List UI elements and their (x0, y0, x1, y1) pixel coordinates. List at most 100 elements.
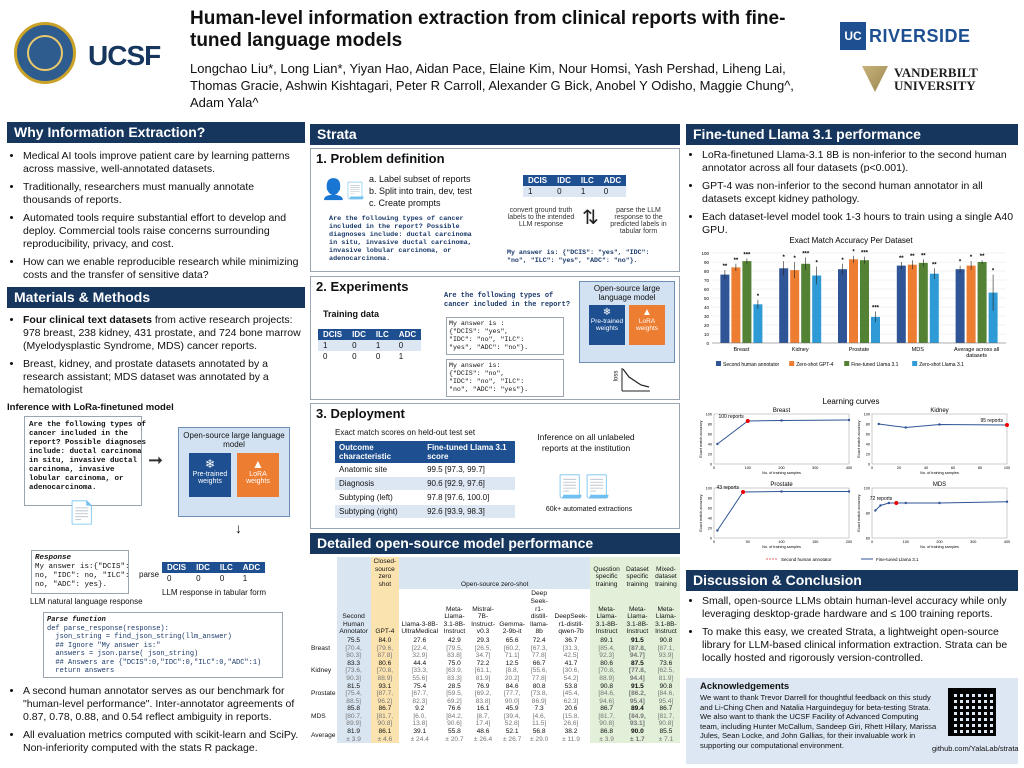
table-cell: 80.6 [70.8, 88.9] (370, 659, 400, 683)
y-tick-label: 80 (866, 512, 870, 516)
table-cell: 81.9 ± 3.9 (336, 728, 371, 744)
x-tick-label: 200 (936, 540, 942, 544)
legend-swatch (844, 361, 850, 366)
discussion-bullet: Small, open-source LLMs obtain human-lev… (702, 595, 1016, 621)
legend-label: Fine-tuned Llama 3.1 (851, 362, 898, 368)
table-cell: 66.7 [55.6, 77.8] (530, 659, 548, 682)
curve-point (847, 490, 851, 493)
why-heading: Why Information Extraction? (7, 122, 305, 143)
x-tick-label: 0 (871, 540, 873, 544)
col-human: Second Human Annotator (336, 557, 371, 637)
legend-label: Fine-tuned Llama 3.1 (876, 557, 919, 562)
table-cell: 83.3 [73.6, 90.3] (336, 659, 371, 683)
bar (896, 265, 906, 343)
accuracy-bar-chart: Exact Match Accuracy Per Dataset 0 10 20 30 4… (686, 233, 1016, 393)
significance-marker: * (794, 256, 797, 262)
col-model: Gemma-2-9b-it (499, 620, 525, 636)
col-model: Llama-3-8B-UltraMedical (401, 620, 439, 636)
why-section: Why Information Extraction? Medical AI t… (7, 122, 305, 287)
col-model: GPT-4 (370, 589, 400, 637)
table-cell: 90.0 ± 1.7 (622, 728, 652, 744)
legend-label: Zero-shot Llama 3.1 (919, 362, 964, 368)
y-tick-label: 100 (864, 487, 870, 491)
uc-riverside-logo: UC RIVERSIDE (840, 22, 971, 50)
table-cell: 84.0 [79.6, 87.8] (370, 636, 400, 660)
legend-label: Zero-shot GPT-4 (796, 362, 833, 368)
y-axis-label: Exact match accuracy (699, 494, 703, 531)
uc-seal-logo (14, 22, 76, 84)
chart-title: Learning curves (823, 397, 880, 406)
learning-curve-line (878, 423, 1008, 429)
bar (871, 316, 880, 343)
x-tick-label: Kidney (792, 347, 809, 353)
y-tick-label: 20 (708, 453, 712, 457)
table-cell: 90.8 [87.1, 93.9] (651, 636, 680, 660)
significance-marker: * (852, 250, 855, 256)
table-cell: 65.6 [60.2, 71.1] (503, 636, 521, 660)
y-tick-label: 80 (866, 423, 870, 427)
deployment-inference-text: Inference on all unlabeled reports at th… (537, 432, 635, 453)
bar (801, 263, 811, 343)
x-tick-label: 40 (924, 466, 928, 470)
table-cell: 73.6 [62.5, 81.9] (651, 659, 680, 683)
marker-label: 95 reports (980, 418, 1003, 424)
significance-marker: ** (932, 262, 937, 268)
methods-bullet: Breast, kidney, and prostate datasets an… (23, 358, 305, 397)
curve-point (904, 426, 907, 429)
significance-marker: *** (743, 252, 751, 258)
y-tick-label: 40 (708, 517, 712, 521)
y-tick-label: 0 (710, 537, 712, 541)
marker-point (741, 490, 746, 494)
x-axis-label: No. of training samples (762, 471, 801, 475)
finetuned-bullet: LoRa-finetuned Llama-3.1 8B is non-infer… (702, 149, 1016, 175)
github-link[interactable]: github.com/YalaLab/strata (932, 744, 1019, 753)
y-tick-label: 30 (704, 314, 710, 319)
y-tick-label: 60 (866, 433, 870, 437)
legend-swatch (716, 361, 721, 366)
table-cell: 84.6 [77.7, 90.0] (503, 682, 521, 705)
qr-code[interactable] (948, 688, 996, 736)
detailed-performance-table-wrap: Second Human Annotator Closed-source zer… (310, 557, 680, 762)
training-data-label: Training data (323, 309, 380, 319)
bar (955, 269, 965, 343)
strata-heading: Strata (310, 124, 680, 145)
bar (742, 261, 752, 343)
significance-marker: *** (802, 252, 810, 258)
parse-note: parse the LLM response to the predicted … (610, 207, 667, 235)
significance-marker: * (783, 255, 786, 261)
table-cell: 12.5 [8.8, 20.2] (504, 659, 520, 682)
y-tick-label: 20 (708, 527, 712, 531)
table-cell: 7.3 [4.6, 11.5] (532, 705, 547, 728)
col-model: Meta-Llama-3.1-8B-Instruct (651, 589, 680, 637)
x-tick-label: datasets (966, 353, 987, 359)
why-bullet: Medical AI tools improve patient care by… (23, 150, 305, 176)
table-cell: 28.5 [59.5, 69.2] (446, 682, 463, 705)
x-axis-label: No. of training samples (920, 545, 959, 549)
marker-point (894, 501, 899, 505)
table-cell: 16.1 [8.7, 17.4] (475, 705, 491, 728)
x-tick-label: 0 (713, 540, 715, 544)
y-tick-label: 0 (868, 463, 870, 467)
significance-marker: *** (861, 251, 869, 257)
why-bullets: Medical AI tools improve patient care by… (7, 150, 305, 282)
x-tick-label: 300 (812, 466, 818, 470)
table-cell: 86.7 [81.7, 90.8] (651, 705, 680, 729)
curve-point (780, 419, 783, 422)
table-cell: 9.2 [6.0, 13.8] (412, 705, 428, 728)
table-cell: 93.1 [87.7, 96.2] (370, 682, 400, 706)
bar (907, 264, 917, 343)
y-tick-label: 0 (706, 341, 709, 346)
table-cell: 36.7 [31.3, 42.5] (562, 636, 580, 660)
significance-marker: * (970, 255, 973, 261)
experiment-answer-2: My answer is: {"DCIS": "no", "IDC": "no"… (446, 359, 564, 397)
group-dataset: Dataset specific training (622, 557, 652, 590)
table-cell: 44.4 [33.3, 55.6] (411, 659, 428, 682)
x-tick-label: MDS (912, 347, 925, 353)
table-cell: 39.1 ± 24.4 (410, 728, 429, 743)
y-tick-label: 10 (704, 332, 710, 337)
table-cell: 90.8 [84.6, 94.6] (590, 682, 623, 706)
marker-label: 43 reports (717, 485, 740, 491)
bar (929, 273, 939, 343)
finetuned-bullet: Each dataset-level model took 1-3 hours … (702, 211, 1016, 237)
